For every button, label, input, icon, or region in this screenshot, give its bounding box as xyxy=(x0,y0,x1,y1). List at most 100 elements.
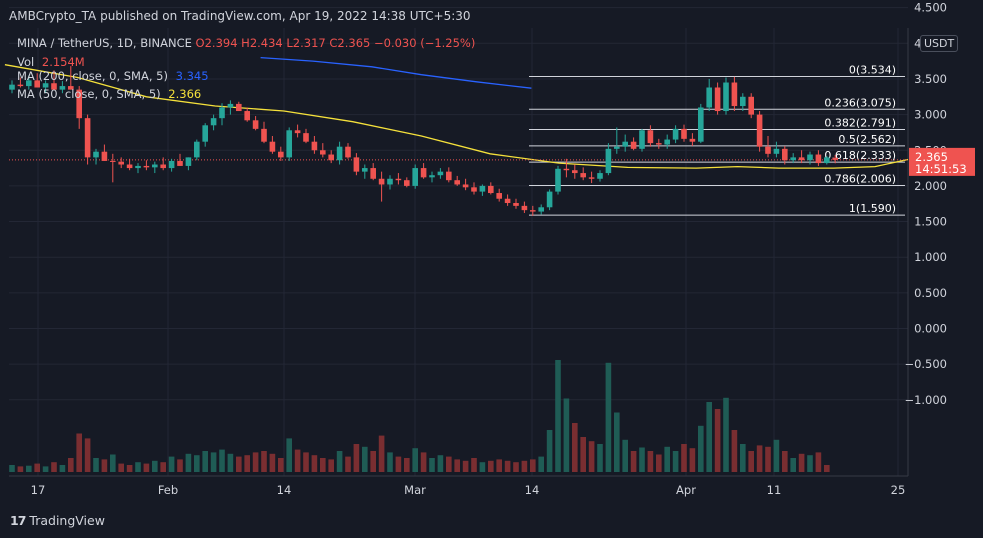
volume-bar xyxy=(656,454,662,472)
volume-bar xyxy=(588,441,595,472)
volume-bar xyxy=(311,455,318,472)
candle-body xyxy=(790,157,796,161)
currency-button[interactable]: USDT xyxy=(920,35,959,52)
candle-body xyxy=(420,168,427,178)
candle-body xyxy=(353,157,360,172)
volume-bar xyxy=(252,452,259,472)
x-tick-label: 14 xyxy=(277,483,292,497)
candle-body xyxy=(93,151,99,158)
candle-body xyxy=(303,133,309,142)
y-tick-label: 4.500 xyxy=(914,1,947,15)
volume-bar xyxy=(126,465,133,472)
candle-body xyxy=(815,154,822,164)
volume-bar xyxy=(756,445,763,472)
ma200-legend: MA (200, close, 0, SMA, 5) 3.345 xyxy=(17,69,209,83)
volume-bar xyxy=(706,402,712,472)
fib-level-label: 0(3.534) xyxy=(849,64,896,77)
candle-body xyxy=(336,146,343,161)
volume-bar xyxy=(824,465,830,472)
fib-level-label: 0.786(2.006) xyxy=(824,172,896,185)
tradingview-logo-icon: 17 xyxy=(10,513,26,528)
candle-body xyxy=(605,148,612,174)
volume-bar xyxy=(471,458,477,472)
volume-bar xyxy=(530,459,536,472)
candle-body xyxy=(26,80,32,87)
candle-body xyxy=(387,178,393,185)
volume-bar xyxy=(378,435,385,472)
volume-bar xyxy=(202,451,208,472)
candle-body xyxy=(488,185,494,194)
volume-bar xyxy=(278,458,284,472)
candle-body xyxy=(647,130,654,144)
candle-body xyxy=(572,170,578,174)
volume-bar xyxy=(9,465,15,472)
volume-bar xyxy=(152,460,158,472)
volume-bar xyxy=(504,460,511,472)
volume-bar xyxy=(345,456,351,472)
volume-bar xyxy=(51,462,57,472)
candle-body xyxy=(42,83,49,88)
tradingview-brand[interactable]: 17 TradingView xyxy=(10,513,105,528)
candle-body xyxy=(269,141,276,152)
volume-bar xyxy=(479,462,486,472)
volume-bar xyxy=(185,453,192,472)
candle-body xyxy=(462,184,469,188)
volume-label[interactable]: Vol xyxy=(17,55,35,69)
volume-bar xyxy=(328,459,334,472)
candle-body xyxy=(614,146,620,149)
candle-body xyxy=(580,173,586,178)
volume-bar xyxy=(76,433,82,472)
ma50-label[interactable]: MA (50, close, 0, SMA, 5) xyxy=(17,87,161,101)
volume-bar xyxy=(572,423,578,472)
ma50-value: 2.366 xyxy=(168,87,202,101)
candle-body xyxy=(698,107,704,142)
candle-body xyxy=(773,148,780,154)
volume-bar xyxy=(681,444,687,472)
x-tick-label: 11 xyxy=(767,483,782,497)
candle-body xyxy=(429,175,435,178)
candle-body xyxy=(563,168,570,171)
volume-bar xyxy=(462,460,469,472)
candle-body xyxy=(437,171,444,176)
candle-body xyxy=(76,89,82,119)
y-tick-label: 3.500 xyxy=(914,72,947,86)
y-tick-label: 1.000 xyxy=(914,250,947,264)
candle-body xyxy=(538,207,544,212)
last-price-badge xyxy=(909,147,975,176)
candle-body xyxy=(714,87,721,112)
candle-body xyxy=(17,84,24,87)
volume-bar xyxy=(714,409,721,472)
ma50-legend: MA (50, close, 0, SMA, 5) 2.366 xyxy=(17,87,201,101)
volume-bar xyxy=(34,463,40,472)
y-tick-label: 0.500 xyxy=(914,286,947,300)
volume-bar xyxy=(488,460,494,472)
y-tick-label: −1.000 xyxy=(904,393,947,407)
symbol-label[interactable]: MINA / TetherUS, 1D, BINANCE xyxy=(17,36,192,50)
candle-body xyxy=(832,157,838,160)
candle-body xyxy=(51,83,57,90)
candle-body xyxy=(168,160,175,169)
y-tick-label: 1.500 xyxy=(914,215,947,229)
volume-bar xyxy=(320,458,326,472)
candle-body xyxy=(227,103,234,108)
candle-body xyxy=(160,164,166,169)
volume-bar xyxy=(143,463,150,472)
x-tick-label: Apr xyxy=(676,483,696,497)
last-price-label: 2.365 xyxy=(915,150,948,164)
candle-body xyxy=(236,103,242,112)
candle-body xyxy=(152,164,158,168)
ma200-label[interactable]: MA (200, close, 0, SMA, 5) xyxy=(17,69,168,83)
countdown-label: 14:51:53 xyxy=(915,162,967,176)
candle-body xyxy=(446,171,452,181)
volume-bar xyxy=(303,452,309,472)
candle-body xyxy=(706,87,712,108)
volume-bar xyxy=(227,453,234,472)
candle-body xyxy=(681,128,687,139)
volume-bar xyxy=(740,444,746,472)
y-tick-label: −0.500 xyxy=(904,357,947,371)
volume-bar xyxy=(454,459,460,472)
candle-body xyxy=(740,96,746,107)
candle-body xyxy=(370,168,376,179)
